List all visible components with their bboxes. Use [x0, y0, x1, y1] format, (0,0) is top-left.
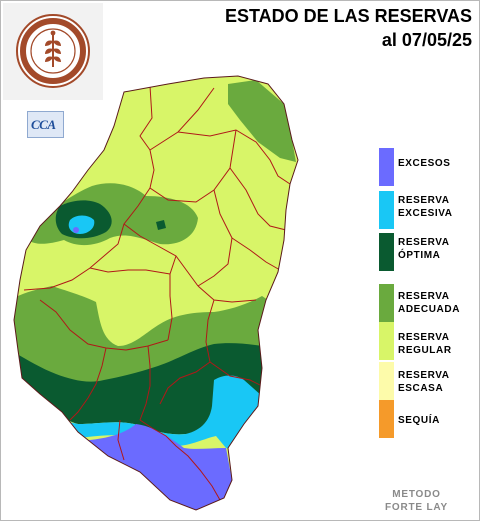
legend-label-regular: RESERVA REGULAR: [398, 332, 452, 356]
legend-label-escasa: RESERVA ESCASA: [398, 370, 450, 394]
zone-adecuada-northeast: [228, 80, 296, 162]
legend-item-escasa: RESERVA ESCASA: [379, 362, 479, 400]
legend-item-sequia: SEQUÍA: [379, 400, 479, 438]
legend-swatch-escasa: [379, 362, 394, 400]
legend-label-sequia: SEQUÍA: [398, 415, 440, 426]
province-outline: [13, 75, 299, 511]
method-line-1: METODO: [392, 489, 441, 500]
legend-label-optima: RESERVA ÓPTIMA: [398, 237, 450, 261]
zone-optima-south: [14, 343, 268, 435]
zone-adecuada-south: [14, 286, 268, 388]
legend-swatch-regular: [379, 322, 394, 360]
legend-item-optima: RESERVA ÓPTIMA: [379, 233, 479, 271]
legend-swatch-excesos: [379, 148, 394, 186]
legend-swatch-excesiva: [379, 191, 394, 229]
zone-excesos-spot: [73, 227, 79, 233]
method-line-2: FORTE LAY: [385, 502, 448, 513]
map-title: ESTADO DE LAS RESERVAS al 07/05/25: [225, 4, 472, 52]
zone-optima-spot: [156, 220, 166, 230]
bolsa-logo: [3, 3, 103, 100]
wheat-seal-icon: [16, 14, 90, 88]
department-borders: [23, 85, 291, 501]
legend-swatch-optima: [379, 233, 394, 271]
legend-label-excesos: EXCESOS: [398, 158, 451, 169]
method-note: METODO FORTE LAY: [385, 488, 448, 514]
legend-item-regular: RESERVA REGULAR: [379, 322, 479, 360]
title-date: al 07/05/25: [381, 30, 472, 50]
legend-swatch-adecuada: [379, 284, 394, 322]
legend-item-adecuada: RESERVA ADECUADA: [379, 284, 479, 322]
cca-badge-text: CCA: [31, 117, 56, 132]
legend-label-adecuada: RESERVA ADECUADA: [398, 291, 461, 315]
legend-label-excesiva: RESERVA EXCESIVA: [398, 195, 453, 219]
title-line-1: ESTADO DE LAS RESERVAS: [224, 6, 472, 26]
legend-swatch-sequia: [379, 400, 394, 438]
legend-item-excesos: EXCESOS: [379, 148, 479, 186]
cca-badge: CCA: [27, 111, 64, 138]
zone-excesiva-south: [60, 375, 268, 454]
legend-item-excesiva: RESERVA EXCESIVA: [379, 191, 479, 229]
